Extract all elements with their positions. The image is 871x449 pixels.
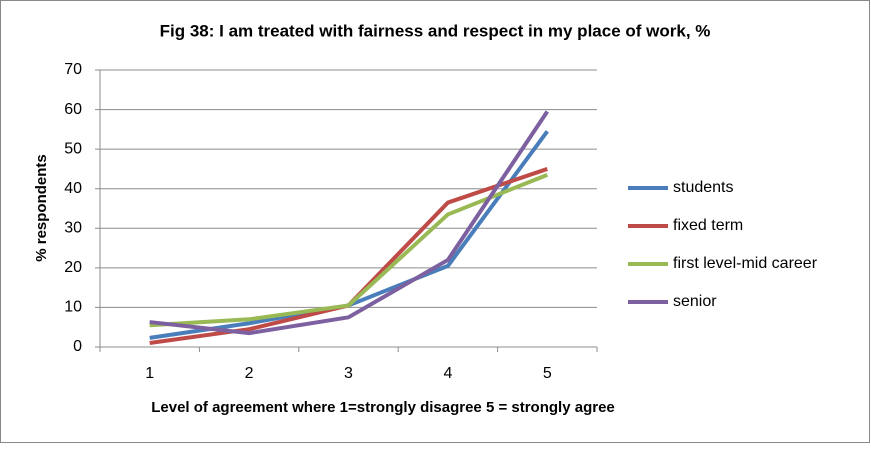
x-axis-label: Level of agreement where 1=strongly disa… xyxy=(151,399,615,416)
series-line xyxy=(149,110,549,336)
series-line xyxy=(149,173,549,328)
chart-title: Fig 38: I am treated with fairness and r… xyxy=(160,21,711,40)
x-tick-label: 5 xyxy=(543,365,552,382)
x-tick-label: 2 xyxy=(245,365,254,382)
y-tick-label: 20 xyxy=(64,259,82,276)
x-tick-label: 4 xyxy=(443,365,452,382)
legend-label: senior xyxy=(673,293,717,310)
y-tick-label: 0 xyxy=(73,338,82,355)
y-axis-label: % respondents xyxy=(33,154,50,262)
legend-label: fixed term xyxy=(673,217,743,234)
y-tick-label: 40 xyxy=(64,180,82,197)
legend-label: first level-mid career xyxy=(673,255,818,272)
y-tick-label: 70 xyxy=(64,61,82,78)
x-tick-label: 3 xyxy=(344,365,353,382)
y-tick-label: 50 xyxy=(64,140,82,157)
y-tick-label: 60 xyxy=(64,101,82,118)
x-tick-label: 1 xyxy=(145,365,154,382)
y-tick-label: 30 xyxy=(64,220,82,237)
legend-label: students xyxy=(673,179,733,196)
y-tick-label: 10 xyxy=(64,299,82,316)
